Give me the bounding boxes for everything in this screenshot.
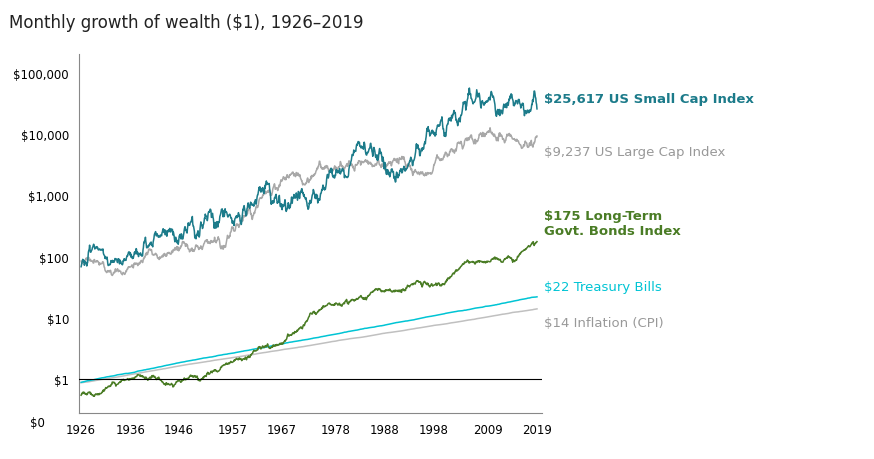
Text: $9,237 US Large Cap Index: $9,237 US Large Cap Index: [545, 146, 725, 159]
Text: $14 Inflation (CPI): $14 Inflation (CPI): [545, 316, 664, 329]
Text: $175 Long-Term
Govt. Bonds Index: $175 Long-Term Govt. Bonds Index: [545, 210, 681, 238]
Text: Monthly growth of wealth ($1), 1926–2019: Monthly growth of wealth ($1), 1926–2019: [9, 14, 364, 32]
Text: $0: $0: [30, 416, 45, 429]
Text: $22 Treasury Bills: $22 Treasury Bills: [545, 280, 662, 293]
Text: $25,617 US Small Cap Index: $25,617 US Small Cap Index: [545, 92, 754, 106]
